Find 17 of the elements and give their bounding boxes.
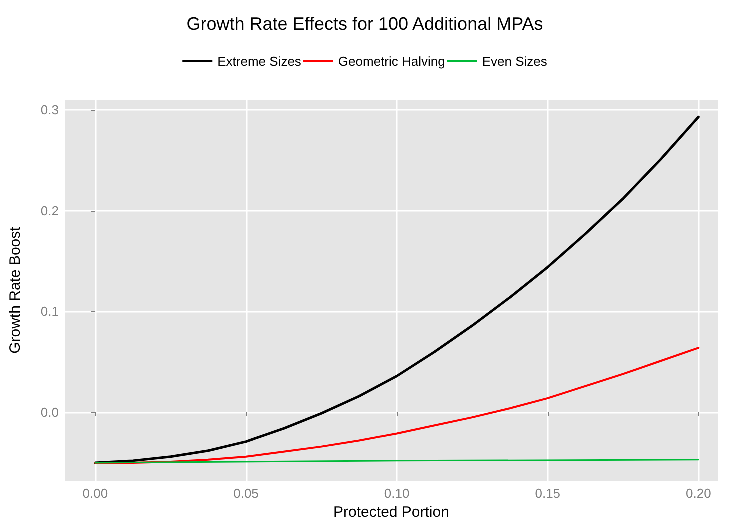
x-tick-label: 0.15 <box>535 486 561 502</box>
y-tick-label: 0.2 <box>40 203 59 218</box>
x-tick-label: 0.00 <box>82 486 108 502</box>
chart-title: Growth Rate Effects for 100 Additional MPAs <box>186 14 544 34</box>
x-tick-label: 0.20 <box>686 486 712 502</box>
legend-label: Geometric Halving <box>338 54 446 69</box>
x-axis-title: Protected Portion <box>334 504 450 521</box>
x-tick-label: 0.10 <box>384 486 410 502</box>
line-series <box>94 347 700 464</box>
legend-label: Extreme Sizes <box>218 54 302 69</box>
y-tick-label: 0.1 <box>40 304 59 320</box>
y-tick-label: 0.0 <box>40 405 59 420</box>
legend-label: Even Sizes <box>482 54 548 69</box>
x-tick-label: 0.05 <box>234 486 259 502</box>
line-series <box>94 116 700 464</box>
y-tick-label: 0.3 <box>40 102 59 118</box>
y-axis-title: Growth Rate Boost <box>7 226 24 354</box>
